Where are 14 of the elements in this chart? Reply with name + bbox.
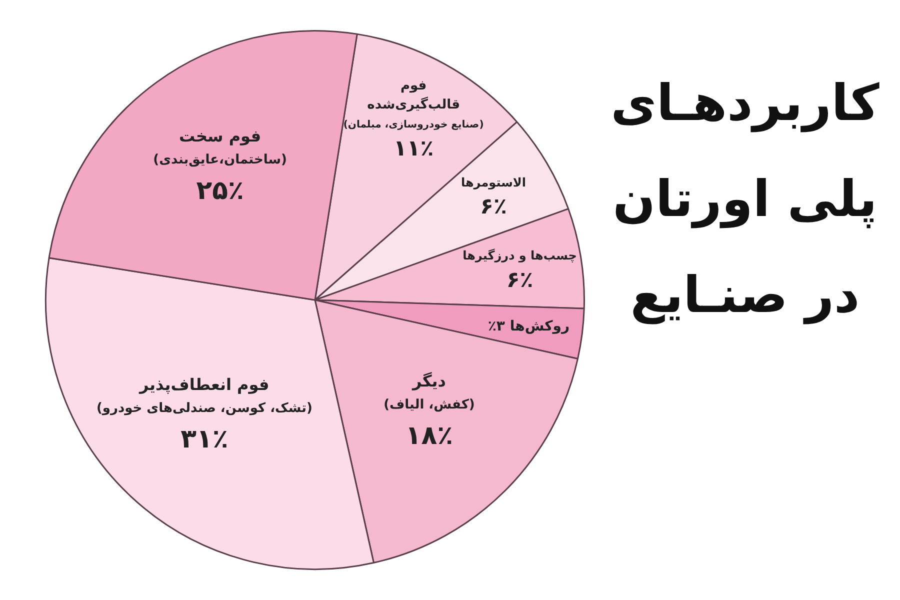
- slice-label: فوم انعطاف‌پذیر (تشک، کوسن، صندلی‌های خودرو): [96, 374, 312, 416]
- data-label: ۱۸٪: [405, 420, 454, 451]
- slice-label: الاستومرها: [460, 176, 526, 190]
- slice-label: فوم سخت (ساختمان،عایق‌بندی): [153, 126, 287, 168]
- text: کاربردهـای پلی اورتان در صنـایع: [610, 73, 880, 326]
- data-label: ۳۱٪: [180, 424, 228, 455]
- slice-label: دیگر (کفش، الیاف): [384, 371, 475, 413]
- data-label: ۶٪: [506, 268, 534, 293]
- slice-label: روکش‌ها ۳٪: [488, 318, 570, 335]
- data-label: ۲۵٪: [196, 176, 244, 206]
- data-label: ۶٪: [480, 194, 507, 220]
- data-label: ۱۱٪: [393, 136, 434, 162]
- slice-label: چسب‌ها و درزگیرها: [462, 248, 577, 263]
- slice-label: فوم قالب‌گیری‌شده (صنایع خودروسازی، مبلمان): [343, 78, 484, 130]
